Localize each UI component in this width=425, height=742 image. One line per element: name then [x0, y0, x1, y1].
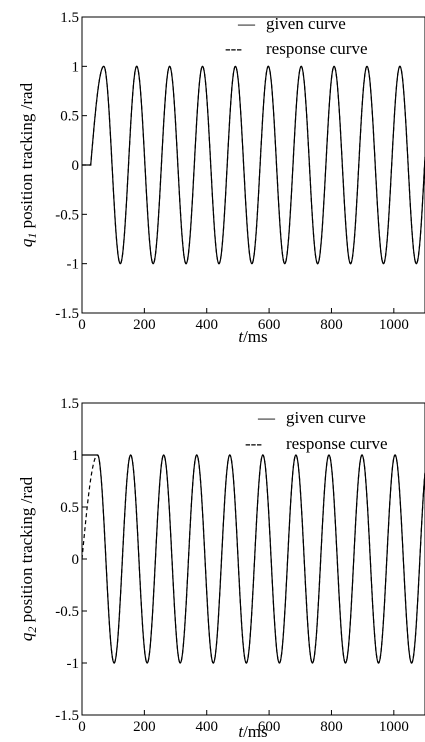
y-axis-ticks: 1.5 1 0.5 0 -0.5 -1 -1.5	[55, 396, 87, 724]
y-axis-label: q2 position tracking /rad	[17, 476, 39, 641]
series-line-response-curve	[82, 454, 425, 664]
y-axis-label: q1 position tracking /rad	[17, 82, 39, 247]
y-tick-label: -1	[67, 656, 80, 672]
legend: — given curve --- response curve	[245, 408, 388, 453]
x-tick-label: 200	[133, 719, 156, 735]
x-axis-ticks: 0 200 400 600 800 1000	[78, 308, 409, 333]
y-tick-label: -0.5	[55, 207, 79, 223]
legend-marker: ---	[225, 39, 242, 58]
legend-marker: —	[237, 14, 256, 33]
y-tick-label: 0	[72, 552, 80, 568]
y-tick-label: 0.5	[60, 109, 79, 125]
series-layer	[82, 65, 425, 265]
x-tick-label: 600	[258, 719, 281, 735]
y-tick-label: 1.5	[60, 396, 79, 412]
x-tick-label: 400	[195, 719, 218, 735]
x-tick-label: 600	[258, 317, 281, 333]
y-tick-label: -1.5	[55, 306, 79, 322]
legend-label: given curve	[266, 14, 346, 33]
y-tick-label: 1.5	[60, 10, 79, 26]
x-axis-label: t/ms	[238, 722, 267, 741]
legend-label: response curve	[266, 39, 368, 58]
x-tick-label: 800	[320, 317, 343, 333]
series-line-response-curve	[82, 65, 425, 265]
y-tick-label: -0.5	[55, 604, 79, 620]
chart-q2-position-tracking: 1.5 1 0.5 0 -0.5 -1 -1.5 0 200 400 600 800 1000 — gi…	[17, 396, 425, 741]
x-tick-label: 1000	[379, 719, 409, 735]
series-layer	[82, 454, 425, 664]
x-axis-label: t/ms	[238, 327, 267, 346]
y-tick-label: 0.5	[60, 500, 79, 516]
series-line-given-curve	[82, 65, 425, 265]
legend-marker: —	[257, 408, 276, 427]
x-tick-label: 0	[78, 719, 86, 735]
x-tick-label: 200	[133, 317, 156, 333]
legend-marker: ---	[245, 434, 262, 453]
legend-label: response curve	[286, 434, 388, 453]
y-tick-label: 0	[72, 158, 80, 174]
y-tick-label: 1	[72, 59, 80, 75]
plot-frame	[81, 16, 425, 314]
x-tick-label: 0	[78, 317, 86, 333]
legend: — given curve --- response curve	[225, 14, 368, 58]
legend-label: given curve	[286, 408, 366, 427]
series-line-given-curve	[82, 454, 425, 664]
y-tick-label: -1	[67, 257, 80, 273]
x-axis-ticks: 0 200 400 600 800 1000	[78, 710, 409, 735]
x-tick-label: 1000	[379, 317, 409, 333]
chart-q1-position-tracking: 1.5 1 0.5 0 -0.5 -1 -1.5 0 200 400 600 800 1000 — gi…	[17, 10, 425, 346]
y-tick-label: -1.5	[55, 708, 79, 724]
y-tick-label: 1	[72, 448, 80, 464]
x-tick-label: 400	[195, 317, 218, 333]
y-axis-ticks: 1.5 1 0.5 0 -0.5 -1 -1.5	[55, 10, 87, 322]
x-tick-label: 800	[320, 719, 343, 735]
